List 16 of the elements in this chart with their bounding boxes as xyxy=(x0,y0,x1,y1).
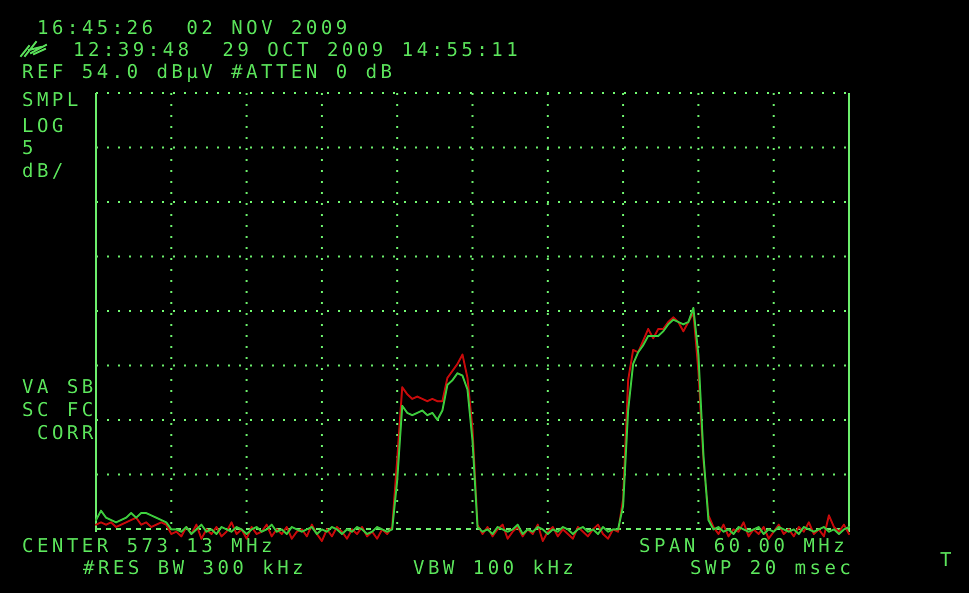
annotation: VA SB xyxy=(22,376,97,398)
annotation: SPAN 60.00 MHz xyxy=(639,535,848,557)
text: VBW 100 kHz xyxy=(413,557,578,579)
annotation: SC FC xyxy=(22,399,97,421)
text: SWP 20 msec xyxy=(690,557,854,579)
text: LOG xyxy=(22,115,67,137)
text: dB/ xyxy=(22,160,67,182)
text: 12:39:48 29 OCT 2009 14:55:11 xyxy=(73,39,522,61)
text: REF 54.0 dBµV #ATTEN 0 dB xyxy=(22,61,396,83)
text: 16:45:26 02 NOV 2009 xyxy=(37,17,351,39)
annotation: CORR xyxy=(37,422,97,444)
text: 5 xyxy=(22,137,37,159)
text: SMPL xyxy=(22,89,82,111)
annotation: CENTER 573.13 MHz xyxy=(22,535,276,557)
text: #RES BW 300 kHz xyxy=(83,557,308,579)
text: T xyxy=(940,549,955,571)
